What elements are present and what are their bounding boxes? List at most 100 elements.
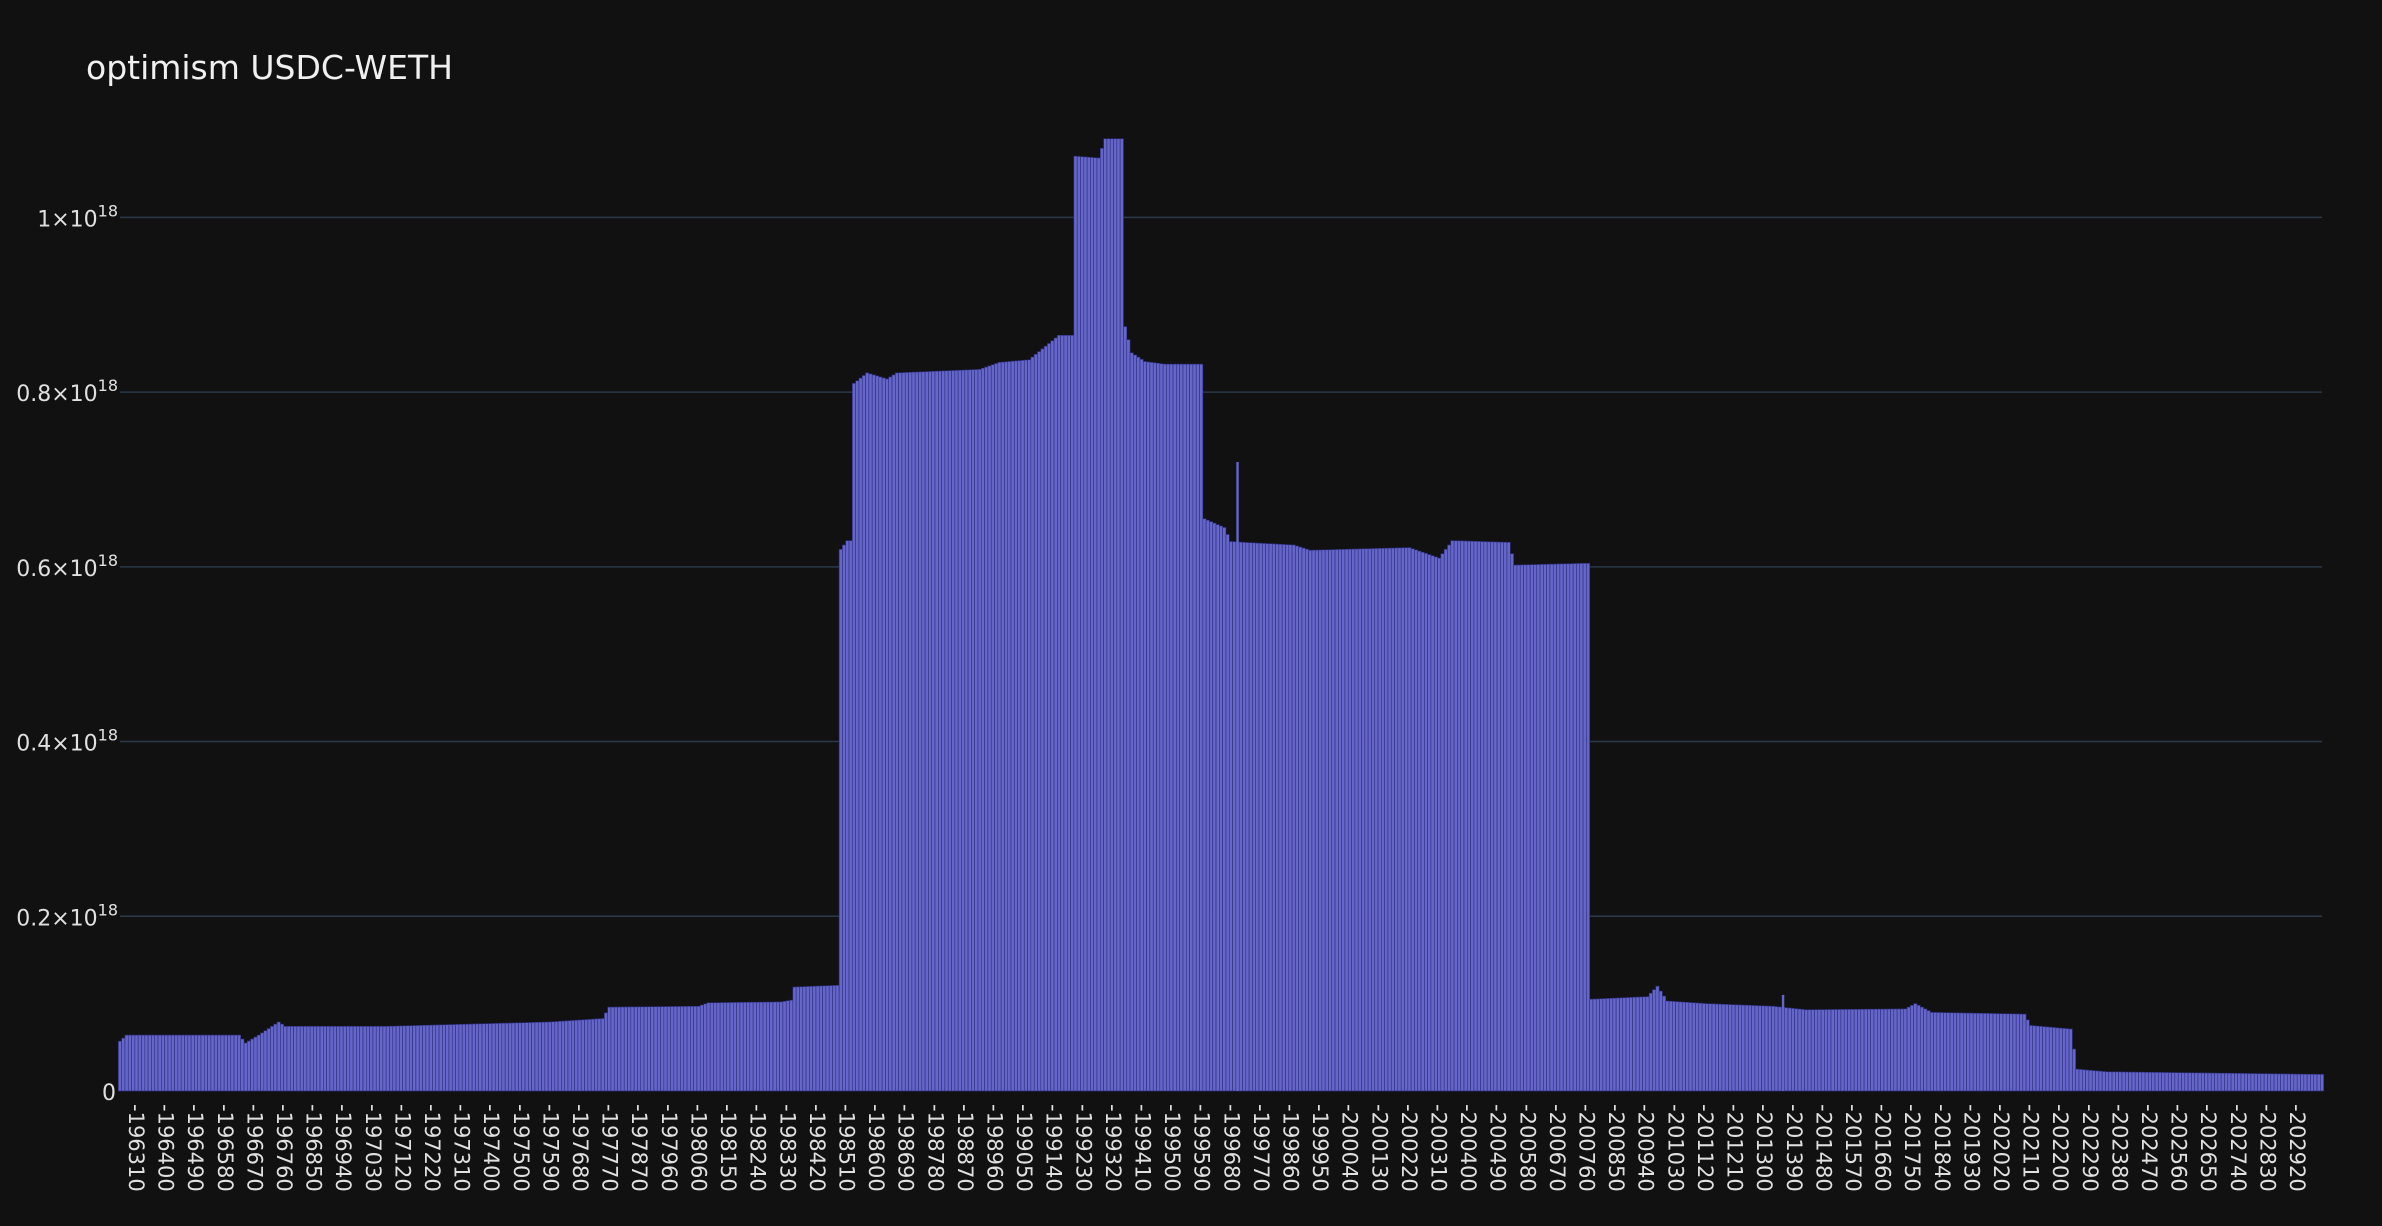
bar xyxy=(2128,1071,2133,1092)
bar xyxy=(442,1024,446,1092)
bar xyxy=(818,985,823,1092)
bar xyxy=(1946,1012,1951,1092)
x-tick-label: -198330 xyxy=(775,1104,799,1192)
bar xyxy=(2039,1026,2043,1092)
bar xyxy=(2081,1069,2086,1092)
bar xyxy=(1982,1013,1987,1092)
bar xyxy=(1642,996,1647,1092)
x-tick-label: -197120 xyxy=(390,1104,414,1192)
x-tick-label: -201480 xyxy=(1811,1104,1835,1192)
bar xyxy=(425,1024,430,1092)
x-tick-label: -200490 xyxy=(1486,1104,1510,1192)
bar xyxy=(1764,1005,1769,1092)
bar xyxy=(584,1019,589,1092)
bar xyxy=(1209,521,1214,1092)
bar xyxy=(2201,1072,2205,1092)
bar xyxy=(1460,540,1465,1092)
bar xyxy=(531,1022,536,1092)
bar xyxy=(415,1025,420,1092)
bar xyxy=(352,1026,357,1092)
bar xyxy=(1976,1012,1981,1092)
x-tick-label: -202740 xyxy=(2226,1104,2250,1192)
x-tick-label: -201390 xyxy=(1782,1104,1806,1192)
bar xyxy=(375,1026,380,1092)
bar xyxy=(1648,992,1653,1092)
bar xyxy=(971,369,975,1092)
bar xyxy=(501,1022,506,1092)
x-tick-label: -201120 xyxy=(1693,1104,1717,1192)
bar xyxy=(1328,549,1333,1092)
bar xyxy=(385,1025,390,1092)
bar xyxy=(1347,548,1352,1092)
bar xyxy=(1506,542,1511,1092)
bar xyxy=(1020,360,1025,1092)
bar xyxy=(957,369,962,1092)
bar xyxy=(577,1019,582,1092)
bar xyxy=(1050,340,1055,1092)
bar xyxy=(2273,1073,2278,1092)
bar xyxy=(2187,1072,2192,1092)
bar xyxy=(1090,157,1095,1092)
bar xyxy=(194,1034,198,1092)
bar xyxy=(1956,1012,1961,1092)
bar xyxy=(1119,138,1124,1092)
bar xyxy=(746,1001,751,1092)
bar xyxy=(1969,1012,1974,1092)
x-tick-label: -201300 xyxy=(1752,1104,1776,1192)
y-tick-label: 0.6×1018 xyxy=(16,551,118,582)
bar xyxy=(1576,563,1581,1092)
bar xyxy=(1166,363,1171,1092)
bar xyxy=(2095,1070,2100,1092)
x-tick-label: -199320 xyxy=(1101,1104,1125,1192)
bar xyxy=(1311,549,1316,1092)
bar xyxy=(828,985,833,1092)
bar xyxy=(190,1034,195,1092)
x-tick-label: -199770 xyxy=(1249,1104,1273,1192)
bar xyxy=(1705,1003,1709,1092)
bar xyxy=(1837,1009,1842,1092)
bar xyxy=(852,383,856,1092)
bar xyxy=(478,1023,483,1092)
bar xyxy=(432,1024,437,1092)
bar xyxy=(693,1005,698,1092)
bar xyxy=(1129,352,1134,1092)
bar xyxy=(399,1025,403,1092)
bar xyxy=(858,377,863,1092)
bar xyxy=(1943,1012,1948,1092)
bar xyxy=(1867,1008,1871,1092)
bar xyxy=(1242,542,1247,1092)
bar xyxy=(637,1006,642,1092)
bar xyxy=(1605,998,1610,1092)
bar xyxy=(650,1006,655,1092)
bar xyxy=(1295,545,1299,1092)
bar xyxy=(1549,563,1554,1092)
x-tick-label: -196940 xyxy=(331,1104,355,1192)
bar xyxy=(1176,363,1180,1092)
bar xyxy=(772,1001,777,1092)
bar xyxy=(696,1005,701,1092)
bar xyxy=(1172,363,1177,1092)
bar xyxy=(980,367,985,1092)
bar xyxy=(134,1034,139,1092)
bar xyxy=(607,1006,612,1092)
bar xyxy=(1903,1008,1908,1092)
bar xyxy=(1192,363,1197,1092)
bar xyxy=(1638,996,1643,1092)
x-tick-label: -198870 xyxy=(953,1104,977,1192)
bar xyxy=(1592,998,1597,1092)
bar xyxy=(1609,997,1614,1092)
bar xyxy=(1691,1002,1696,1092)
bar xyxy=(815,985,820,1092)
bar xyxy=(1374,548,1379,1092)
bar xyxy=(2260,1073,2265,1092)
bar xyxy=(1470,540,1475,1092)
bar xyxy=(2075,1068,2080,1092)
bar xyxy=(554,1021,559,1092)
bar xyxy=(1004,361,1009,1092)
bar xyxy=(931,371,936,1092)
x-tick-label: -200760 xyxy=(1575,1104,1599,1192)
bar xyxy=(1450,540,1455,1092)
bar xyxy=(699,1004,704,1092)
bar xyxy=(1807,1009,1812,1092)
bar xyxy=(1182,363,1187,1092)
